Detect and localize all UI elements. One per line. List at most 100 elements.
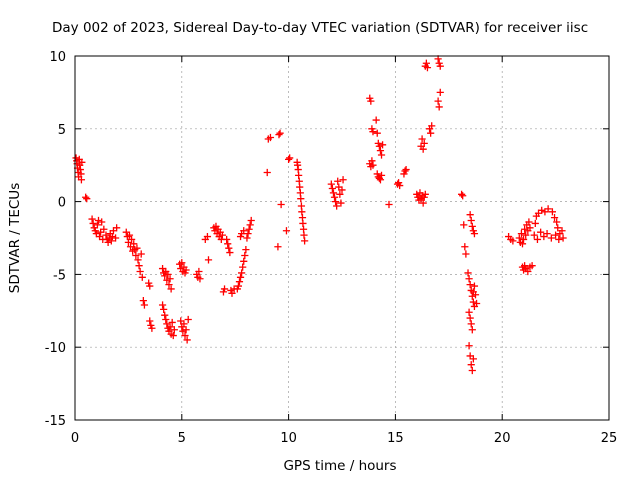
x-tick-label: 10 [280,431,297,446]
data-point [130,240,138,248]
data-point [401,167,409,175]
data-point [468,292,476,300]
data-point [135,262,143,270]
y-tick-label: 10 [49,50,66,65]
data-point [277,200,285,209]
data-point [544,205,552,213]
data-point [220,285,229,293]
data-point [419,199,427,207]
data-point [285,155,293,163]
data-point [107,237,115,245]
data-point [94,216,103,225]
data-point [526,224,534,232]
data-point [329,189,338,197]
data-point [301,237,309,245]
data-point [158,301,167,309]
data-point [420,139,428,147]
data-point [286,154,294,162]
data-point [242,246,250,254]
data-point [196,275,204,283]
data-point [422,59,430,67]
data-point [128,235,136,244]
data-point [434,55,442,63]
data-point [134,256,142,264]
data-point [263,168,271,177]
data-point [161,311,169,319]
data-point [458,190,466,198]
data-point [550,214,559,222]
data-point [77,176,86,184]
data-point [83,195,91,203]
data-point [469,355,477,363]
data-point [276,129,284,137]
data-point [218,231,226,239]
data-point [132,251,140,260]
data-point [246,221,254,229]
data-point [338,186,346,194]
data-point [418,135,426,143]
data-point [467,361,475,369]
data-point [100,225,108,233]
data-point [436,88,444,96]
data-point [163,276,171,284]
data-point [376,147,385,155]
data-point [243,234,251,242]
data-point [297,195,305,203]
data-point [538,206,546,214]
data-point [369,161,377,169]
data-point [521,225,529,233]
data-point [435,103,443,111]
y-tick-label: 0 [58,196,66,211]
data-point [543,230,551,238]
data-point [428,122,436,130]
data-point [133,244,141,252]
data-point [167,285,175,293]
data-point [515,234,523,242]
data-point [553,218,561,226]
data-point [396,181,404,190]
data-point [282,227,291,235]
data-point [180,320,188,328]
data-point [555,235,563,244]
data-point [113,224,121,232]
data-point [146,282,154,290]
data-point [137,250,145,258]
data-point [88,215,96,223]
data-point [465,308,473,316]
y-axis-label: SDTVAR / TECUs [7,183,23,293]
data-point [466,314,474,322]
data-point [244,230,252,238]
x-tick-label: 25 [601,431,618,446]
data-point [166,323,174,331]
data-point [434,97,442,105]
data-point [182,326,190,334]
data-point [240,227,248,235]
x-tick-label: 0 [71,431,79,446]
data-point [181,331,189,340]
point-layer [72,55,567,375]
data-point [419,145,427,153]
data-point [421,190,429,198]
data-point [245,225,253,233]
data-point [138,273,146,281]
data-point [140,301,149,309]
data-point [183,336,191,344]
data-point [537,228,545,236]
data-point [468,222,476,230]
data-point [402,165,410,174]
data-point [531,219,539,228]
data-point [330,193,339,201]
data-point [509,237,517,245]
data-point [235,278,244,286]
data-point [466,280,474,289]
data-point [459,192,467,200]
data-point [377,171,386,179]
x-tick-label: 20 [494,431,511,446]
data-point [468,366,476,375]
y-tick-label: -5 [53,268,66,283]
x-tick-label: 15 [387,431,404,446]
data-point [333,202,341,210]
data-point [148,324,156,332]
y-tick-label: 5 [58,123,66,138]
